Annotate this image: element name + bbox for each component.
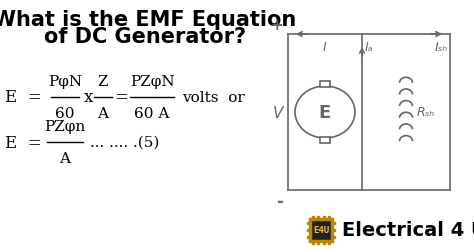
Bar xyxy=(320,137,330,143)
Text: PZφN: PZφN xyxy=(130,75,174,89)
Text: E  =: E = xyxy=(5,134,42,151)
Text: A: A xyxy=(60,151,71,165)
Text: 60: 60 xyxy=(55,107,75,120)
Text: of DC Generator?: of DC Generator? xyxy=(44,27,246,47)
Ellipse shape xyxy=(295,87,355,138)
FancyBboxPatch shape xyxy=(310,219,332,241)
Text: x: x xyxy=(83,89,93,106)
Text: I: I xyxy=(323,41,327,54)
Text: Electrical 4 U: Electrical 4 U xyxy=(342,220,474,240)
Text: A: A xyxy=(98,107,109,120)
Text: E: E xyxy=(319,104,331,121)
Text: Iₐ: Iₐ xyxy=(365,41,374,54)
Bar xyxy=(320,82,330,88)
Text: E4U: E4U xyxy=(313,226,329,235)
Text: PφN: PφN xyxy=(48,75,82,89)
Text: What is the EMF Equation: What is the EMF Equation xyxy=(0,10,297,30)
Text: ... .... .(5): ... .... .(5) xyxy=(90,136,159,149)
Text: E  =: E = xyxy=(5,89,42,106)
Text: 60 A: 60 A xyxy=(134,107,170,120)
Text: Iₛₕ: Iₛₕ xyxy=(435,41,448,54)
Text: volts  or: volts or xyxy=(182,91,245,105)
Text: Rₛₕ: Rₛₕ xyxy=(417,106,435,119)
Text: Z: Z xyxy=(98,75,108,89)
Text: PZφn: PZφn xyxy=(45,119,86,134)
Text: V: V xyxy=(273,105,283,120)
Text: =: = xyxy=(114,89,128,106)
Text: +: + xyxy=(270,18,283,33)
Text: -: - xyxy=(276,192,283,210)
